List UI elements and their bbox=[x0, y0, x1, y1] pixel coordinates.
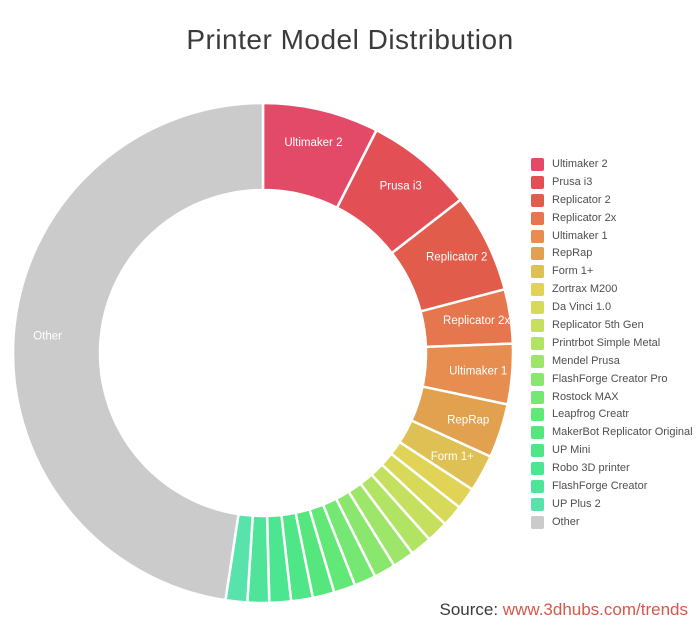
page-title: Printer Model Distribution bbox=[186, 24, 514, 55]
legend-item-zortrax-m200: Zortrax M200 bbox=[531, 283, 693, 297]
legend-swatch-icon bbox=[531, 372, 544, 386]
legend-swatch-icon bbox=[531, 175, 544, 189]
legend-item-da-vinci-1-0: Da Vinci 1.0 bbox=[531, 301, 693, 315]
slice-label-prusa-i3: Prusa i3 bbox=[380, 181, 422, 193]
legend-swatch-icon bbox=[531, 265, 544, 279]
legend-item-ultimaker-2: Ultimaker 2 bbox=[531, 158, 693, 171]
legend-label: RepRap bbox=[552, 247, 593, 260]
legend-item-flashforge-creator: FlashForge Creator bbox=[531, 480, 693, 494]
legend-swatch-icon bbox=[531, 229, 544, 243]
slice-other bbox=[11, 101, 265, 602]
legend-item-reprap: RepRap bbox=[531, 247, 693, 261]
legend-swatch-icon bbox=[531, 408, 544, 422]
legend-label: Replicator 5th Gen bbox=[552, 319, 644, 332]
legend-swatch-icon bbox=[531, 301, 544, 315]
legend-label: Prusa i3 bbox=[552, 175, 593, 188]
legend-item-form-1: Form 1+ bbox=[531, 265, 693, 279]
slice-label-form-1: Form 1+ bbox=[431, 451, 474, 463]
legend-label: Zortrax M200 bbox=[552, 283, 618, 296]
legend-swatch-icon bbox=[531, 283, 544, 297]
legend-item-mendel-prusa: Mendel Prusa bbox=[531, 354, 693, 368]
legend-label: Robo 3D printer bbox=[552, 462, 630, 475]
legend-item-leapfrog-creatr: Leapfrog Creatr bbox=[531, 408, 693, 422]
legend-swatch-icon bbox=[531, 426, 544, 440]
legend-swatch-icon bbox=[531, 158, 544, 171]
legend-item-other: Other bbox=[531, 515, 693, 529]
source-line: Source: www.3dhubs.com/trends bbox=[439, 600, 688, 620]
legend-label: UP Plus 2 bbox=[552, 497, 601, 510]
legend-label: Mendel Prusa bbox=[552, 354, 620, 367]
slice-label-ultimaker-1: Ultimaker 1 bbox=[449, 365, 507, 377]
slice-label-other: Other bbox=[33, 331, 62, 343]
legend-swatch-icon bbox=[531, 515, 544, 529]
legend-item-replicator-2: Replicator 2 bbox=[531, 193, 693, 207]
legend-item-up-plus-2: UP Plus 2 bbox=[531, 497, 693, 511]
source-link[interactable]: www.3dhubs.com/trends bbox=[502, 600, 688, 619]
legend-swatch-icon bbox=[531, 193, 544, 207]
legend-label: Replicator 2 bbox=[552, 193, 611, 206]
legend-label: Ultimaker 2 bbox=[552, 158, 608, 170]
legend-label: Da Vinci 1.0 bbox=[552, 301, 612, 314]
legend-item-ultimaker-1: Ultimaker 1 bbox=[531, 229, 693, 243]
legend-label: FlashForge Creator Pro bbox=[552, 372, 668, 385]
legend-label: Replicator 2x bbox=[552, 211, 617, 224]
legend-swatch-icon bbox=[531, 497, 544, 511]
legend-swatch-icon bbox=[531, 211, 544, 225]
legend-swatch-icon bbox=[531, 462, 544, 476]
legend-swatch-icon bbox=[531, 247, 544, 261]
legend-label: Printrbot Simple Metal bbox=[552, 336, 661, 349]
legend-swatch-icon bbox=[531, 444, 544, 458]
legend-label: Leapfrog Creatr bbox=[552, 408, 630, 421]
legend-swatch-icon bbox=[531, 390, 544, 404]
legend-label: FlashForge Creator bbox=[552, 480, 648, 493]
slice-label-replicator-2x: Replicator 2x bbox=[443, 315, 510, 327]
slice-label-replicator-2: Replicator 2 bbox=[426, 251, 487, 263]
legend-swatch-icon bbox=[531, 480, 544, 494]
legend-item-up-mini: UP Mini bbox=[531, 444, 693, 458]
legend-item-replicator-5th-gen: Replicator 5th Gen bbox=[531, 319, 693, 333]
slice-label-ultimaker-2: Ultimaker 2 bbox=[284, 137, 342, 149]
legend-label: UP Mini bbox=[552, 444, 591, 457]
legend-label: Form 1+ bbox=[552, 265, 594, 278]
legend-item-flashforge-creator-pro: FlashForge Creator Pro bbox=[531, 372, 693, 386]
legend-item-robo-3d-printer: Robo 3D printer bbox=[531, 462, 693, 476]
legend-label: Ultimaker 1 bbox=[552, 229, 608, 242]
legend-swatch-icon bbox=[531, 336, 544, 350]
legend-item-prusa-i3: Prusa i3 bbox=[531, 175, 693, 189]
legend-item-makerbot-replicator-original: MakerBot Replicator Original bbox=[531, 426, 693, 440]
legend-swatch-icon bbox=[531, 354, 544, 368]
legend-swatch-icon bbox=[531, 319, 544, 333]
legend-item-replicator-2x: Replicator 2x bbox=[531, 211, 693, 225]
legend-label: Other bbox=[552, 515, 580, 528]
legend-label: MakerBot Replicator Original bbox=[552, 426, 693, 439]
slice-label-reprap: RepRap bbox=[447, 414, 489, 426]
legend-item-rostock-max: Rostock MAX bbox=[531, 390, 693, 404]
source-label: Source: bbox=[439, 600, 503, 619]
legend-label: Rostock MAX bbox=[552, 390, 619, 403]
legend: Ultimaker 2 Prusa i3 Replicator 2 Replicato… bbox=[531, 158, 693, 534]
legend-item-printrbot-simple-metal: Printrbot Simple Metal bbox=[531, 336, 693, 350]
